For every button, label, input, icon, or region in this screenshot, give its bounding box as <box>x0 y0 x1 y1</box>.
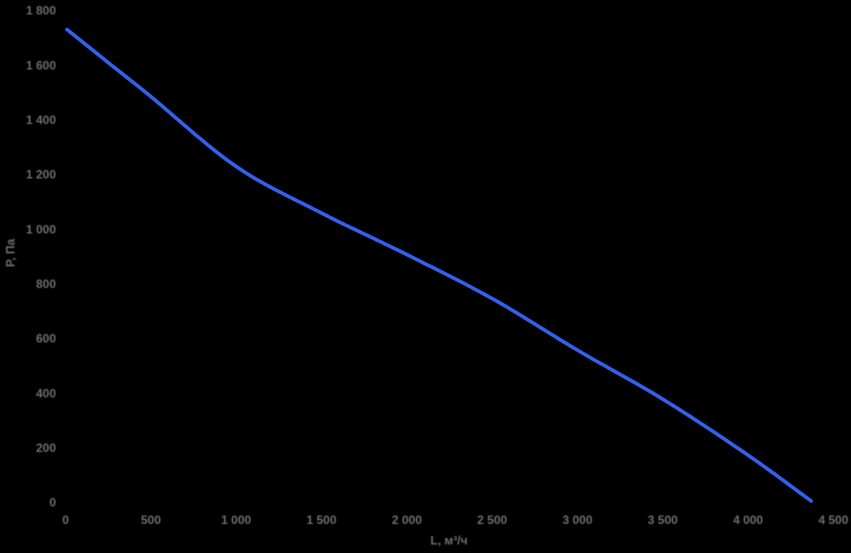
svg-text:1 500: 1 500 <box>306 513 336 527</box>
svg-text:400: 400 <box>36 386 56 400</box>
svg-text:1 200: 1 200 <box>26 168 56 182</box>
svg-text:1 600: 1 600 <box>26 58 56 72</box>
svg-text:3 500: 3 500 <box>648 513 678 527</box>
svg-text:2 500: 2 500 <box>477 513 507 527</box>
svg-text:1 400: 1 400 <box>26 113 56 127</box>
svg-text:Р, Па: Р, Па <box>3 239 17 268</box>
svg-text:0: 0 <box>62 513 69 527</box>
svg-text:800: 800 <box>36 277 56 291</box>
svg-text:0: 0 <box>49 496 56 510</box>
svg-text:4 500: 4 500 <box>818 513 848 527</box>
svg-text:500: 500 <box>141 513 161 527</box>
svg-text:4 000: 4 000 <box>733 513 763 527</box>
svg-text:1 800: 1 800 <box>26 4 56 18</box>
svg-text:3 000: 3 000 <box>562 513 592 527</box>
svg-text:200: 200 <box>36 441 56 455</box>
svg-text:1 000: 1 000 <box>221 513 251 527</box>
svg-text:2 000: 2 000 <box>392 513 422 527</box>
svg-text:1 000: 1 000 <box>26 222 56 236</box>
svg-text:L, м³/ч: L, м³/ч <box>430 533 467 547</box>
svg-text:600: 600 <box>36 332 56 346</box>
